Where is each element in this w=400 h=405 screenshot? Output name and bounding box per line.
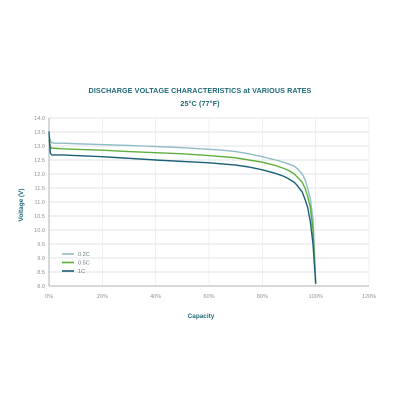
y-tick-label: 11.5: [35, 186, 45, 192]
series-line-0-5c: [48, 139, 317, 284]
y-tick-label: 12.0: [34, 172, 45, 178]
y-tick-label: 8.0: [37, 284, 45, 290]
y-tick-label: 11.0: [35, 200, 45, 206]
y-tick-label: 9.5: [37, 242, 45, 248]
x-axis-label: Capacity: [188, 313, 215, 320]
y-tick-label: 8.5: [37, 270, 45, 276]
x-tick-label: 40%: [150, 294, 161, 300]
x-tick-label: 100%: [309, 294, 323, 300]
y-axis-label: Voltage (V): [18, 189, 25, 222]
x-tick-label: 20%: [97, 294, 108, 300]
y-tick-label: 10.0: [34, 228, 45, 234]
x-tick-label: 80%: [257, 294, 268, 300]
legend-label: 0.2C: [78, 252, 90, 258]
x-tick-label: 120%: [362, 294, 376, 300]
y-tick-label: 10.5: [34, 214, 45, 220]
y-tick-label: 13.0: [34, 144, 45, 150]
chart-subtitle: 25°C (77°F): [180, 99, 220, 108]
series-lines: [48, 131, 317, 284]
y-tick-label: 12.5: [34, 158, 45, 164]
chart-title: DISCHARGE VOLTAGE CHARACTERISTICS at VAR…: [89, 86, 312, 95]
y-tick-label: 13.5: [34, 130, 45, 136]
x-axis-ticks: 0% 20% 40% 60% 80% 100% 120%: [45, 294, 376, 300]
series-line-1c: [48, 131, 317, 284]
x-tick-label: 60%: [203, 294, 214, 300]
y-tick-label: 9.0: [37, 256, 45, 262]
legend-label: 1C: [78, 269, 85, 275]
y-tick-label: 14.0: [34, 116, 45, 122]
y-axis-ticks: 8.0 8.5 9.0 9.5 10.0 10.5 11.0 11.5 12.0 12.5 13.0…: [34, 116, 45, 290]
legend: 0.2C 0.5C 1C: [62, 252, 90, 275]
x-tick-label: 0%: [45, 294, 53, 300]
grid: [48, 117, 370, 287]
legend-label: 0.5C: [78, 261, 90, 267]
series-line-0-2c: [48, 135, 317, 284]
